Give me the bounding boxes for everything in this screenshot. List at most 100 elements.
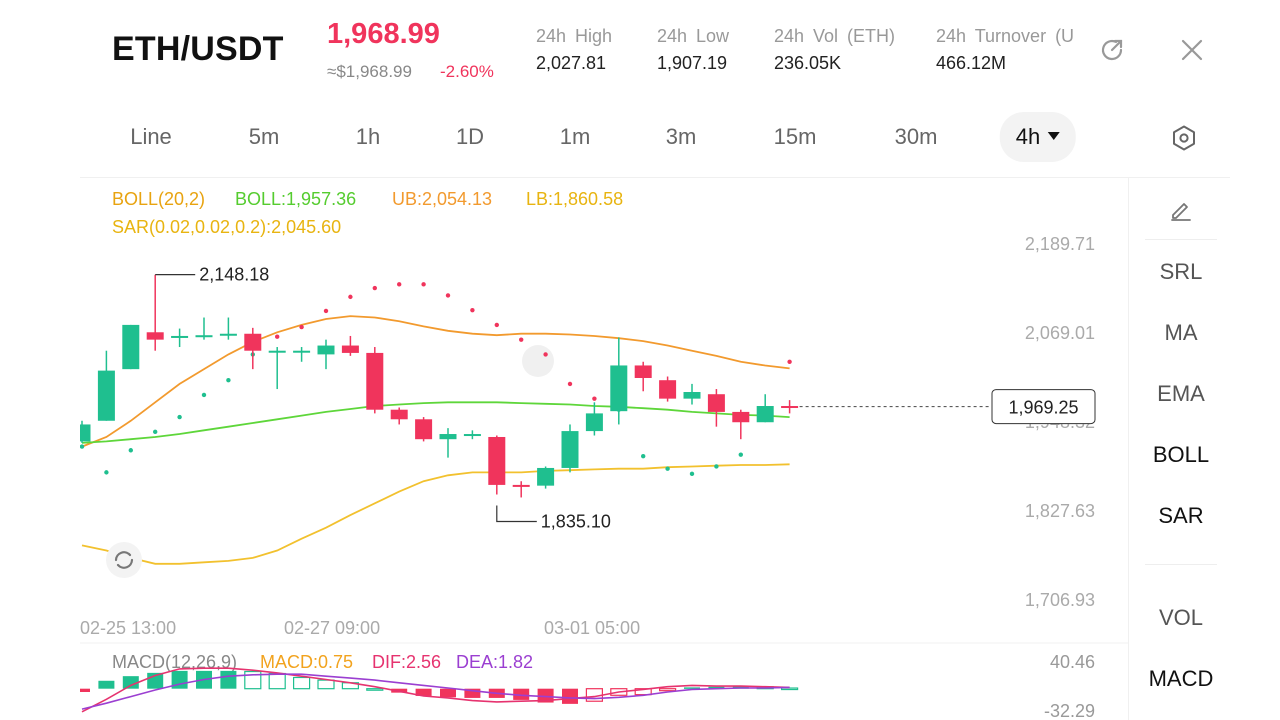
candle-body	[244, 333, 262, 351]
sidebar-item-boll[interactable]: BOLL	[1152, 442, 1210, 467]
kline-chart[interactable]: BOLL(20,2) BOLL:1,957.36 UB:2,054.13 LB:…	[80, 178, 1128, 720]
sidebar-item-sar[interactable]: SAR	[1158, 503, 1204, 528]
tab-5m[interactable]: 5m	[248, 124, 280, 149]
candle-body	[97, 370, 115, 421]
sar-dot	[519, 337, 524, 342]
candle	[439, 428, 457, 458]
macd-histogram-bar	[244, 670, 262, 690]
stat-label: 24h Turnover (U	[936, 26, 1075, 46]
last-price: 1,968.99	[327, 18, 440, 50]
candle	[732, 409, 750, 440]
macd-histogram-bar	[658, 688, 677, 692]
stat-value: 2,027.81	[536, 53, 607, 73]
sar-dot	[787, 359, 792, 364]
candle	[390, 407, 408, 425]
macd-histogram-bar	[513, 688, 530, 700]
watermark-logo-icon	[522, 345, 554, 377]
x-tick-label: 02-27 09:00	[284, 618, 380, 638]
candle-body	[781, 406, 799, 409]
stat-label: 24h High	[536, 26, 613, 46]
reset-view-button[interactable]	[106, 542, 142, 578]
stat-label: 24h Vol (ETH)	[774, 26, 896, 46]
close-icon[interactable]	[1174, 32, 1210, 68]
tab-1h[interactable]: 1h	[355, 124, 381, 149]
macd-histogram-bar	[440, 688, 456, 698]
sar-dot	[226, 378, 231, 383]
sar-dot	[641, 453, 646, 459]
stat-24h-turnover: 24h Turnover (U 466.12M	[936, 26, 1086, 74]
candle	[512, 481, 530, 498]
tab-15m[interactable]: 15m	[773, 124, 817, 149]
hexagon-settings-icon[interactable]	[1168, 122, 1200, 154]
candle-body	[463, 434, 481, 437]
tab-4h-label: 4h	[1015, 124, 1041, 149]
sar-dot	[80, 444, 85, 449]
boll-bands	[81, 315, 790, 565]
candle-body	[488, 436, 506, 485]
sar-dot	[201, 392, 207, 398]
y-tick-label: 1,706.93	[1025, 590, 1095, 610]
macd-histogram-bar	[268, 672, 286, 690]
tab-1m[interactable]: 1m	[559, 124, 591, 149]
tab-4h[interactable]: 4h	[999, 112, 1077, 162]
macd-histogram-bar	[80, 688, 90, 692]
sar-dot	[299, 324, 304, 330]
stat-value: 1,907.19	[657, 53, 728, 73]
x-tick-label: 02-25 13:00	[80, 618, 176, 638]
macd-histogram-bar	[220, 670, 237, 689]
candle-body	[390, 409, 408, 420]
candle-body	[512, 484, 530, 487]
macd-histogram-bar	[171, 670, 188, 689]
macd-histogram-bar	[562, 688, 578, 704]
share-icon[interactable]	[1094, 32, 1130, 68]
candle-body	[146, 332, 164, 340]
pencil-icon[interactable]	[1165, 194, 1197, 226]
sar-dot	[397, 282, 402, 287]
boll-name-label: BOLL(20,2)	[112, 189, 205, 209]
macd-histogram-bar	[464, 688, 481, 698]
macd-histogram-bar	[684, 687, 700, 689]
macd-histogram-bar	[317, 679, 335, 690]
indicator-sidebar: SRL MA EMA BOLL SAR VOL MACD	[1128, 178, 1232, 720]
candle	[488, 435, 506, 495]
x-tick-label: 03-01 05:00	[544, 618, 640, 638]
sar-dot	[445, 293, 451, 298]
tab-line[interactable]: Line	[130, 124, 172, 149]
sidebar-item-vol[interactable]: VOL	[1158, 605, 1204, 630]
sidebar-item-srl[interactable]: SRL	[1159, 259, 1203, 284]
sar-dot	[592, 396, 597, 401]
candle-body	[634, 365, 652, 378]
candle-body	[341, 345, 359, 353]
stat-24h-low: 24h Low 1,907.19	[657, 26, 729, 74]
divider	[80, 177, 1230, 178]
current-price-box	[991, 389, 1096, 425]
sidebar-item-macd[interactable]: MACD	[1148, 666, 1214, 691]
sidebar-item-ema[interactable]: EMA	[1157, 381, 1205, 406]
candle	[707, 389, 725, 427]
candle-body	[439, 434, 457, 440]
approx-usd-price: ≈$1,968.99	[327, 62, 412, 81]
candle-body	[122, 324, 140, 370]
sidebar-item-ma[interactable]: MA	[1164, 320, 1198, 345]
macd-dea-label: DEA:1.82	[456, 652, 533, 672]
macd-histogram-bar	[708, 686, 725, 689]
macd-value-label: MACD:0.75	[260, 652, 353, 672]
macd-axis-top: 40.46	[1050, 652, 1095, 672]
candles	[80, 274, 799, 498]
ticker-header: ETH/USDT 1,968.99 ≈$1,968.99 -2.60% 24h …	[0, 0, 1280, 100]
pair-title[interactable]: ETH/USDT	[112, 30, 284, 68]
tab-30m[interactable]: 30m	[894, 124, 938, 149]
candle-body	[659, 380, 677, 399]
macd-histogram-bar	[293, 676, 311, 690]
boll-upper-line	[81, 315, 790, 448]
chevron-down-icon	[1048, 132, 1061, 141]
sar-dot	[470, 307, 475, 313]
candle-body	[293, 350, 311, 353]
tab-1d[interactable]: 1D	[455, 124, 485, 149]
sar-dot	[153, 429, 158, 435]
current-price-label: 1,969.25	[1008, 398, 1078, 418]
tab-3m[interactable]: 3m	[665, 124, 697, 149]
candle	[171, 328, 189, 348]
candle	[634, 361, 652, 392]
candle-body	[219, 333, 237, 336]
